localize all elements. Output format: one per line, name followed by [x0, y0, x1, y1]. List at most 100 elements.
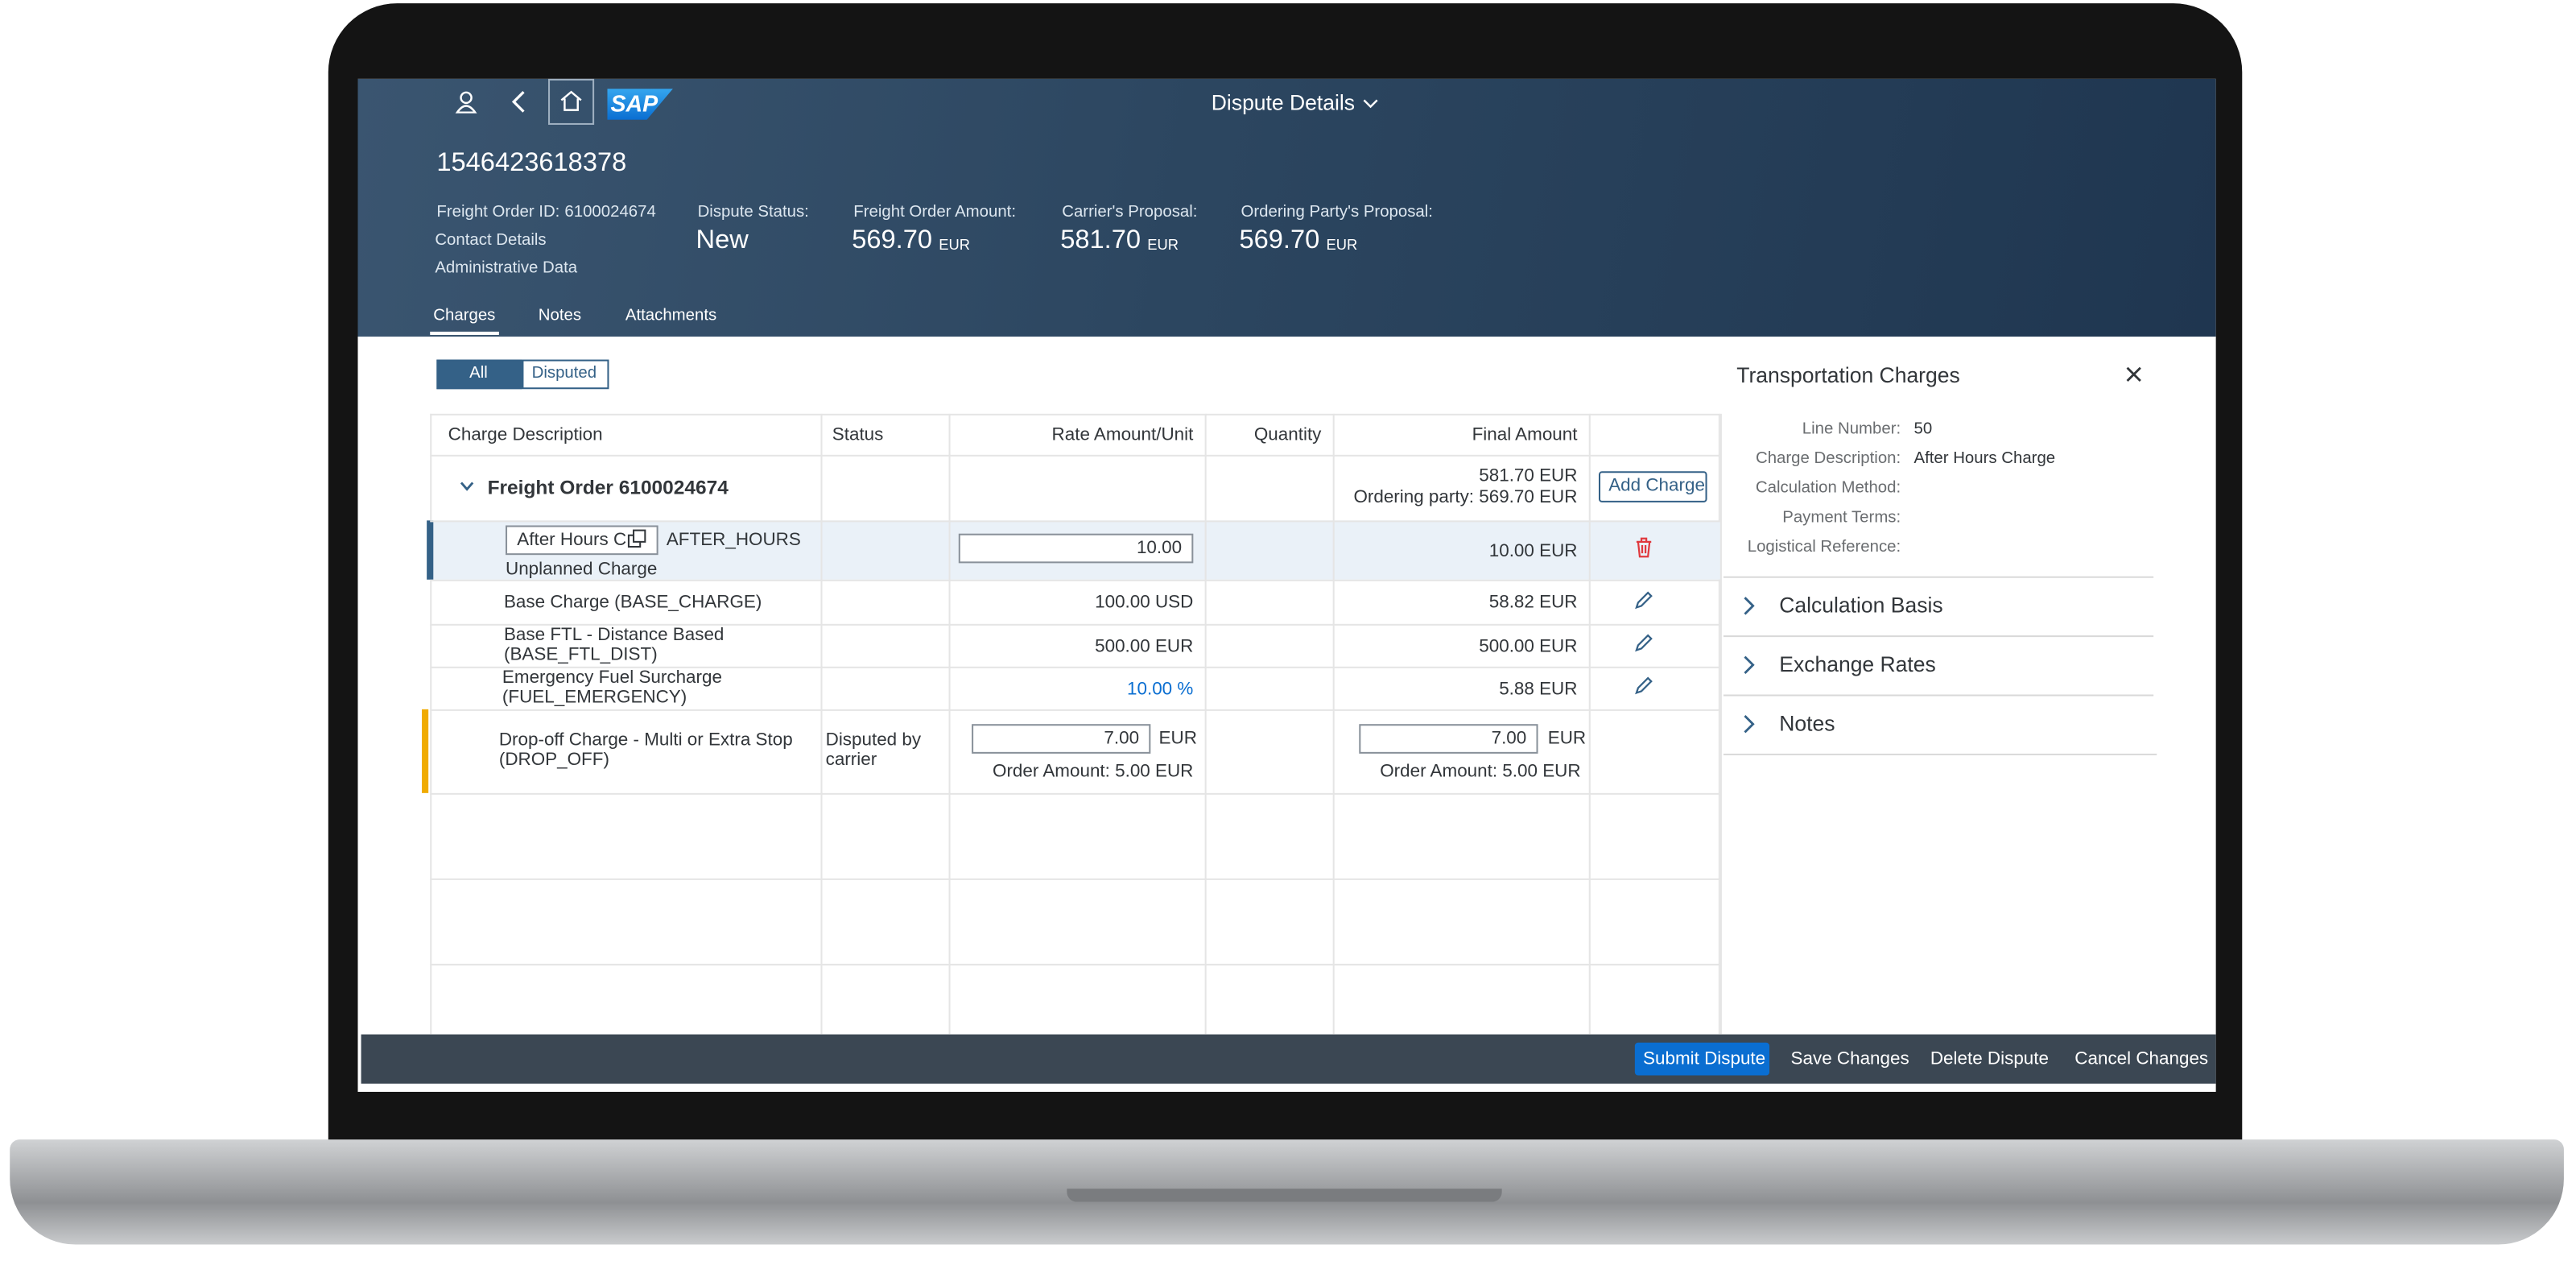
- add-charge-button[interactable]: [1598, 471, 1707, 502]
- section-title[interactable]: Notes: [1779, 710, 1835, 736]
- col-divider: [820, 413, 823, 1035]
- row-marker: [427, 520, 434, 580]
- description-value: After Hours C: [517, 530, 627, 551]
- final-amount: 5.88 EUR: [1499, 680, 1578, 700]
- add-charge-label: Add Charge: [1608, 476, 1705, 496]
- expand-icon[interactable]: [460, 481, 474, 492]
- row-marker: [422, 709, 429, 793]
- back-icon[interactable]: [510, 90, 526, 114]
- field-label: Payment Terms:: [1782, 509, 1901, 527]
- field-label: Calculation Method:: [1755, 479, 1901, 498]
- header-link[interactable]: Administrative Data: [435, 259, 578, 278]
- freight-order-link[interactable]: 6100024674: [564, 203, 656, 222]
- attribute-value: 581.70: [1060, 226, 1141, 255]
- laptop-notch: [1067, 1189, 1502, 1202]
- field-label: Logistical Reference:: [1747, 538, 1901, 557]
- section-divider: [1723, 635, 2154, 638]
- segment-disputed[interactable]: [522, 359, 609, 390]
- final-amount: 10.00 EUR: [1488, 541, 1578, 562]
- status: Disputed by carrier: [825, 730, 922, 771]
- description: Base FTL - Distance Based (BASE_FTL_DIST…: [503, 625, 724, 665]
- user-icon[interactable]: [455, 90, 478, 114]
- home-button[interactable]: [548, 78, 595, 125]
- tab[interactable]: Attachments: [625, 307, 717, 325]
- section-divider: [1723, 576, 2154, 578]
- rate[interactable]: 10.00 %: [1127, 680, 1194, 700]
- rate-input[interactable]: 10.00: [958, 533, 1194, 564]
- attribute-unit: EUR: [939, 236, 971, 254]
- column-header: Rate Amount/Unit: [1051, 425, 1194, 445]
- final-unit: EUR: [1547, 729, 1587, 749]
- attribute-label: Dispute Status:: [697, 203, 809, 222]
- group-final-amount: 581.70 EUR: [1479, 466, 1578, 486]
- footer-button[interactable]: Delete Dispute: [1930, 1048, 2049, 1069]
- column-header: Quantity: [1253, 425, 1322, 445]
- app-title[interactable]: Dispute Details: [1211, 90, 1356, 115]
- rate: 500.00 EUR: [1095, 637, 1194, 657]
- description: Drop-off Charge - Multi or Extra Stop (D…: [498, 730, 793, 771]
- column-header: Final Amount: [1472, 425, 1578, 445]
- shell-header: [357, 78, 2216, 337]
- col-divider: [1588, 413, 1591, 1035]
- object-id: 1546423618378: [436, 149, 627, 178]
- description: Base Charge (BASE_CHARGE): [503, 593, 762, 613]
- row-divider: [430, 623, 1720, 626]
- charge-code: AFTER_HOURS: [666, 530, 801, 551]
- segment-label: Disputed: [531, 364, 597, 383]
- description: Emergency Fuel Surcharge (FUEL_EMERGENCY…: [502, 668, 722, 708]
- close-icon[interactable]: [2126, 366, 2142, 382]
- tab[interactable]: Notes: [538, 307, 582, 325]
- screen: [357, 78, 2216, 1092]
- attribute-value: 569.70: [852, 226, 933, 255]
- tab[interactable]: Charges: [433, 307, 496, 325]
- edit-icon[interactable]: [1635, 591, 1653, 610]
- section-title[interactable]: Exchange Rates: [1779, 651, 1936, 677]
- tab-underline: [430, 331, 499, 335]
- edit-icon[interactable]: [1635, 634, 1653, 652]
- segment-all[interactable]: [436, 359, 522, 390]
- footer-button-label: Submit Dispute: [1643, 1048, 1766, 1069]
- field-value: After Hours Charge: [1913, 449, 2056, 469]
- final-amount: 58.82 EUR: [1488, 593, 1578, 613]
- rate-input[interactable]: 7.00: [972, 724, 1151, 754]
- col-divider: [948, 413, 951, 1035]
- field-label: Charge Description:: [1755, 449, 1901, 469]
- row-divider: [430, 792, 1720, 795]
- rate-unit: EUR: [1158, 729, 1197, 749]
- delete-icon[interactable]: [1635, 537, 1653, 559]
- section-chevron[interactable]: [1743, 655, 1756, 675]
- col-divider: [1332, 413, 1335, 1035]
- value-help-icon[interactable]: [627, 529, 649, 551]
- section-chevron[interactable]: [1743, 714, 1756, 734]
- submit-button[interactable]: [1634, 1042, 1770, 1076]
- attribute-unit: EUR: [1147, 236, 1179, 254]
- section-divider: [1723, 753, 2157, 755]
- attribute-label: Ordering Party's Proposal:: [1241, 203, 1433, 222]
- section-title[interactable]: Calculation Basis: [1779, 593, 1943, 618]
- header-link[interactable]: Contact Details: [435, 231, 547, 250]
- section-divider: [1723, 694, 2154, 697]
- footer-button[interactable]: Save Changes: [1790, 1048, 1909, 1069]
- column-header: Status: [832, 425, 884, 445]
- footer-bar: [361, 1034, 2216, 1084]
- footer-button[interactable]: Cancel Changes: [2074, 1048, 2209, 1069]
- row-divider: [430, 709, 1720, 711]
- rate: 100.00 USD: [1095, 593, 1194, 613]
- attribute-unit: EUR: [1326, 236, 1358, 254]
- row-divider: [430, 454, 1720, 457]
- field-value: 50: [1913, 420, 1933, 439]
- row-divider: [430, 520, 1720, 523]
- group-ordering-party: Ordering party: 569.70 EUR: [1353, 487, 1578, 508]
- column-header: Charge Description: [448, 425, 603, 445]
- freight-order-label: Freight Order ID:: [436, 203, 560, 222]
- attribute-label: Carrier's Proposal:: [1062, 203, 1198, 222]
- charge-subtitle: Unplanned Charge: [506, 560, 658, 580]
- section-chevron[interactable]: [1743, 596, 1756, 615]
- group-title: Freight Order 6100024674: [487, 476, 729, 499]
- segment-label: All: [469, 364, 488, 383]
- final-input[interactable]: 7.00: [1359, 724, 1538, 754]
- row-divider: [430, 878, 1720, 880]
- edit-icon[interactable]: [1635, 676, 1653, 695]
